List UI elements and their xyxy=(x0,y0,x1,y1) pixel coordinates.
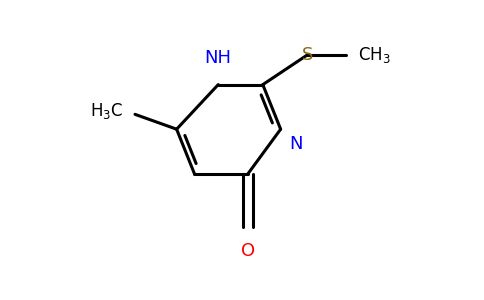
Text: O: O xyxy=(241,242,255,260)
Text: N: N xyxy=(289,135,303,153)
Text: S: S xyxy=(302,46,313,64)
Text: H$_3$C: H$_3$C xyxy=(90,101,123,122)
Text: CH$_3$: CH$_3$ xyxy=(358,45,391,65)
Text: NH: NH xyxy=(205,49,232,67)
